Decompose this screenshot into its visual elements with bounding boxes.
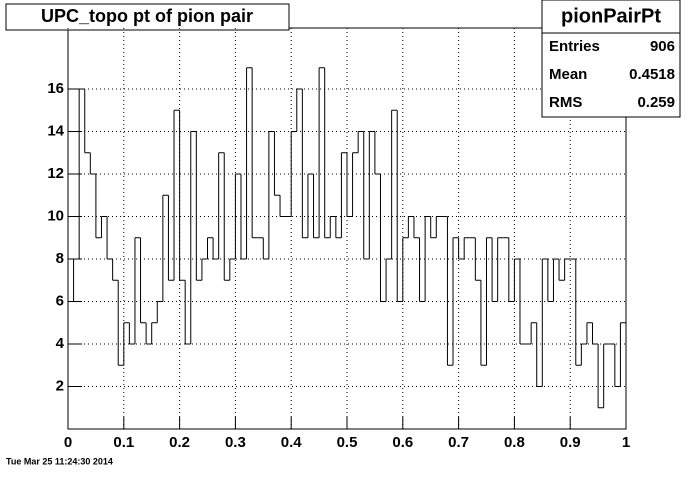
timestamp: Tue Mar 25 11:24:30 2014 [6,456,113,466]
x-tick-label: 0.6 [392,434,413,451]
x-tick-label: 0.7 [448,434,469,451]
stats-label: Entries [549,38,600,55]
y-tick-label: 10 [47,207,64,224]
y-tick-label: 2 [56,377,64,394]
x-tick-label: 0 [64,434,72,451]
stats-label: RMS [549,94,582,111]
stats-value: 906 [650,38,675,55]
x-tick-label: 0.1 [113,434,134,451]
x-tick-label: 0.4 [281,434,303,451]
stats-value: 0.259 [637,94,675,111]
stats-box [541,0,681,118]
chart-title: UPC_topo pt of pion pair [41,6,253,26]
x-tick-label: 1 [622,434,630,451]
y-tick-label: 14 [47,122,64,139]
title-box [5,3,290,31]
y-tick-label: 8 [56,250,64,267]
x-tick-label: 0.8 [504,434,525,451]
y-tick-label: 4 [56,335,65,352]
y-tick-label: 6 [56,292,64,309]
x-tick-label: 0.2 [169,434,190,451]
stats-value: 0.4518 [629,66,675,83]
x-tick-label: 0.3 [225,434,246,451]
stats-label: Mean [549,66,587,83]
y-tick-label: 12 [47,165,64,182]
y-tick-label: 16 [47,80,64,97]
stats-title: pionPairPt [561,5,661,27]
x-tick-label: 0.5 [337,434,358,451]
x-tick-label: 0.9 [560,434,581,451]
